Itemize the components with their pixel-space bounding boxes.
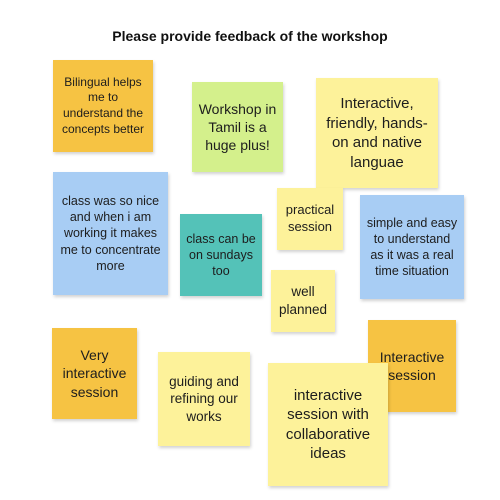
board-title: Please provide feedback of the workshop [112,28,388,44]
sticky-note-text: class was so nice and when i am working … [60,193,161,273]
sticky-note-text: guiding and refining our works [169,373,239,424]
sticky-note-tamil[interactable]: Workshop in Tamil is a huge plus! [192,82,283,172]
sticky-note-text: interactive session with collaborative i… [285,386,371,463]
sticky-note-interactive-friendly[interactable]: Interactive, friendly, hands-on and nati… [316,78,438,188]
sticky-note-well-planned[interactable]: well planned [271,270,335,332]
sticky-note-text: simple and easy to understand as it was … [366,215,458,279]
sticky-note-very-interactive[interactable]: Very interactive session [52,328,137,419]
sticky-note-text: class can be on sundays too [186,231,256,279]
sticky-note-text: Interactive, friendly, hands-on and nati… [326,95,428,171]
sticky-note-text: Bilingual helps me to understand the con… [61,74,145,136]
sticky-note-practical[interactable]: practical session [277,188,343,250]
sticky-note-guiding[interactable]: guiding and refining our works [158,352,250,446]
sticky-note-text: Very interactive session [62,347,127,400]
sticky-note-text: Interactive session [379,348,445,383]
sticky-note-bilingual[interactable]: Bilingual helps me to understand the con… [53,60,153,152]
sticky-note-simple-easy[interactable]: simple and easy to understand as it was … [360,195,464,299]
sticky-note-text: practical session [285,202,335,234]
sticky-note-class-nice[interactable]: class was so nice and when i am working … [53,172,168,295]
sticky-note-text: Workshop in Tamil is a huge plus! [198,100,277,154]
sticky-note-collaborative[interactable]: interactive session with collaborative i… [268,363,388,486]
sticky-note-text: well planned [278,284,328,317]
sticky-note-sundays[interactable]: class can be on sundays too [180,214,262,296]
